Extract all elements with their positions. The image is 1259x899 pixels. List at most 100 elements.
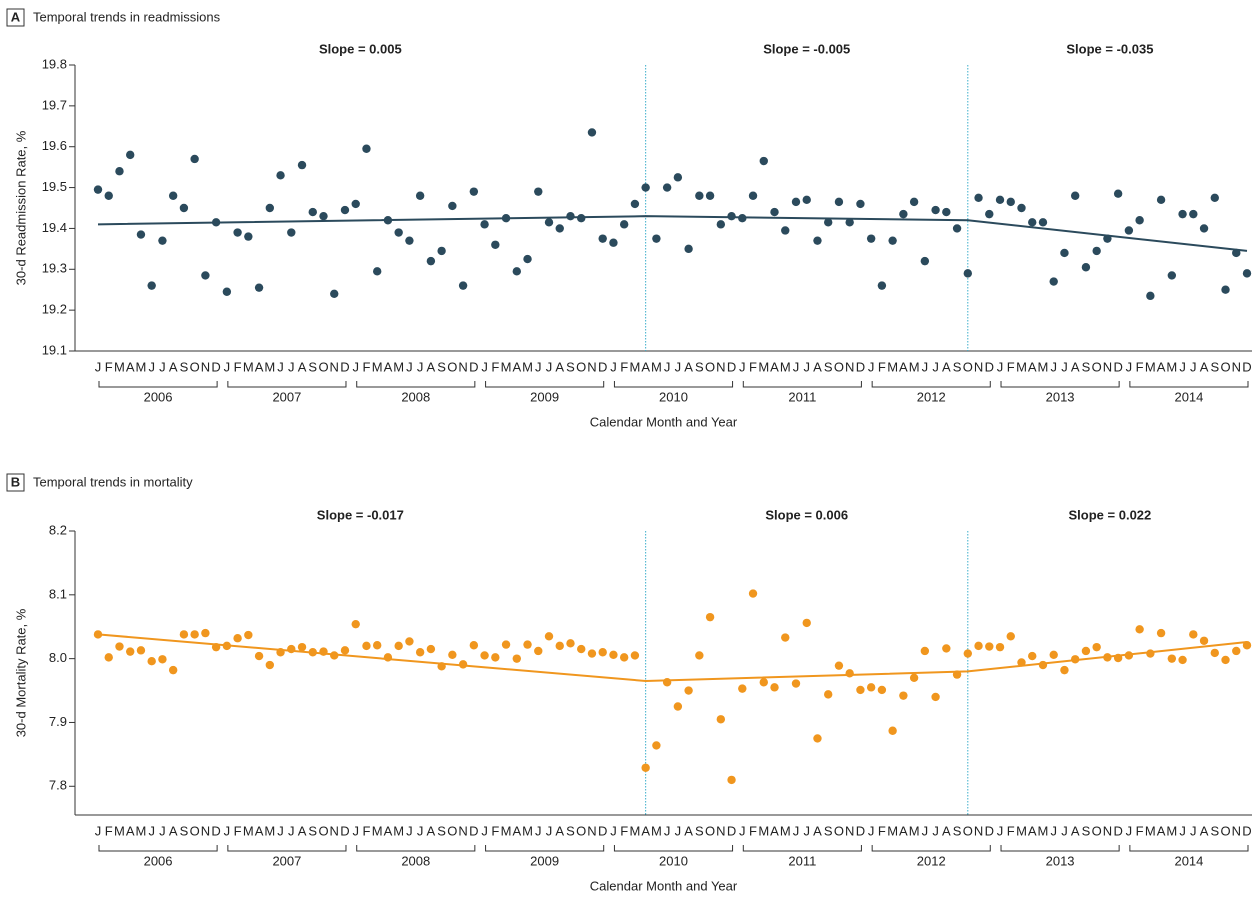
year-label: 2013: [1046, 389, 1075, 404]
x-tick-label: A: [255, 823, 264, 838]
slope-label: Slope = 0.005: [319, 41, 402, 56]
x-tick-label: M: [887, 359, 898, 374]
x-tick-label: M: [758, 823, 769, 838]
x-tick-label: M: [136, 359, 147, 374]
year-label: 2010: [659, 853, 688, 868]
year-bracket: [356, 845, 476, 852]
data-point: [619, 653, 629, 662]
x-tick-label: J: [535, 823, 542, 838]
data-point: [480, 220, 489, 229]
x-tick-label: J: [803, 359, 810, 374]
data-point: [1210, 193, 1219, 202]
year-bracket: [227, 845, 347, 852]
data-point: [673, 702, 683, 711]
x-tick-label: M: [629, 823, 640, 838]
data-point: [351, 619, 360, 629]
x-tick-label: S: [824, 823, 833, 838]
x-tick-label: D: [985, 359, 994, 374]
x-tick-label: M: [393, 359, 404, 374]
data-point: [1006, 197, 1015, 207]
x-tick-label: S: [308, 823, 317, 838]
x-tick-label: J: [148, 823, 155, 838]
year-label: 2010: [659, 389, 688, 404]
data-point: [598, 234, 607, 243]
x-tick-label: D: [340, 359, 349, 374]
data-point: [1135, 216, 1144, 225]
data-point: [695, 191, 704, 200]
x-tick-label: J: [159, 359, 166, 374]
data-point: [415, 648, 425, 657]
data-point: [179, 203, 189, 213]
x-tick-label: D: [211, 359, 220, 374]
data-point: [179, 630, 189, 639]
data-point: [115, 642, 124, 651]
x-tick-label: M: [909, 823, 920, 838]
data-point: [491, 653, 500, 662]
x-tick-label: J: [664, 823, 671, 838]
data-point: [115, 167, 124, 176]
data-point: [372, 641, 382, 650]
data-point: [362, 144, 371, 153]
x-tick-label: A: [555, 359, 564, 374]
y-tick-label: 8.0: [49, 650, 67, 665]
data-point: [469, 641, 479, 650]
data-point: [1060, 665, 1069, 675]
x-tick-label: M: [264, 823, 275, 838]
x-tick-label: J: [922, 823, 929, 838]
x-tick-label: A: [169, 359, 178, 374]
x-tick-label: A: [1200, 823, 1209, 838]
data-point: [1038, 218, 1048, 227]
x-tick-label: A: [255, 359, 264, 374]
x-tick-label: N: [974, 823, 983, 838]
data-point: [297, 160, 307, 170]
data-point: [931, 205, 940, 215]
data-point: [1113, 189, 1123, 198]
x-tick-label: A: [384, 359, 393, 374]
x-tick-label: S: [695, 359, 704, 374]
data-point: [963, 269, 973, 278]
x-tick-label: J: [739, 359, 746, 374]
x-tick-label: O: [576, 823, 586, 838]
data-point: [415, 191, 425, 200]
data-point: [168, 191, 178, 200]
year-label: 2009: [530, 389, 559, 404]
data-point: [942, 644, 951, 653]
x-tick-label: D: [598, 359, 607, 374]
x-tick-label: A: [770, 823, 779, 838]
x-tick-label: J: [481, 359, 488, 374]
x-tick-label: D: [985, 823, 994, 838]
data-point: [888, 726, 897, 735]
x-tick-label: J: [546, 823, 553, 838]
x-tick-label: J: [739, 823, 746, 838]
y-tick-label: 8.1: [49, 586, 67, 601]
data-point: [1232, 646, 1241, 656]
x-tick-label: F: [1007, 823, 1015, 838]
x-tick-label: J: [1126, 359, 1133, 374]
data-point: [566, 639, 575, 648]
x-tick-label: N: [1103, 359, 1112, 374]
x-tick-label: J: [1126, 823, 1133, 838]
x-tick-label: M: [501, 359, 512, 374]
x-tick-label: A: [813, 359, 822, 374]
x-tick-label: M: [372, 359, 383, 374]
x-tick-label: A: [1028, 823, 1037, 838]
data-point: [1178, 655, 1187, 665]
data-point: [351, 199, 360, 209]
x-tick-label: N: [201, 359, 210, 374]
x-tick-label: D: [598, 823, 607, 838]
data-point: [705, 612, 715, 622]
x-tick-label: N: [458, 823, 467, 838]
x-tick-label: O: [190, 359, 200, 374]
x-tick-label: N: [587, 359, 596, 374]
x-tick-label: O: [318, 823, 328, 838]
x-tick-label: M: [264, 359, 275, 374]
x-tick-label: J: [922, 359, 929, 374]
x-tick-label: F: [105, 823, 113, 838]
x-tick-label: M: [393, 823, 404, 838]
data-point: [480, 651, 489, 660]
data-point: [340, 646, 350, 655]
x-tick-label: O: [1220, 823, 1230, 838]
data-point: [1092, 642, 1101, 652]
data-point: [899, 209, 908, 219]
x-tick-label: O: [1220, 359, 1230, 374]
